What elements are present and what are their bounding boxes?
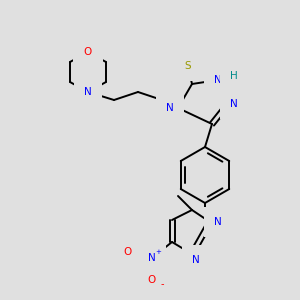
Text: N: N — [230, 99, 238, 109]
Text: N: N — [166, 103, 174, 113]
Text: O: O — [124, 247, 132, 257]
Text: N: N — [214, 217, 222, 227]
Text: -: - — [160, 279, 164, 289]
Text: N: N — [214, 75, 222, 85]
Text: O: O — [148, 275, 156, 285]
Text: O: O — [84, 47, 92, 57]
Text: N: N — [148, 253, 156, 263]
Text: H: H — [230, 71, 238, 81]
Text: N: N — [192, 255, 200, 265]
Text: N: N — [84, 87, 92, 97]
Text: +: + — [155, 249, 161, 255]
Text: S: S — [185, 61, 191, 71]
